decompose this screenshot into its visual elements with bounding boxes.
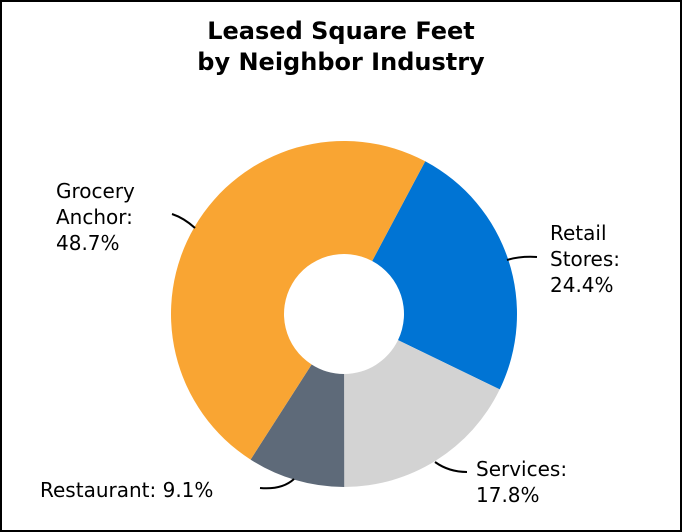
- label-retail-stores: Retail Stores: 24.4%: [550, 220, 620, 298]
- label-services: Services: 17.8%: [476, 456, 567, 508]
- chart-title: Leased Square Feet by Neighbor Industry: [2, 16, 680, 78]
- title-line-1: Leased Square Feet: [207, 17, 475, 45]
- slice-services: [344, 340, 500, 487]
- label-line: Grocery: [56, 179, 135, 203]
- slice-grocery-anchor: [170, 140, 426, 460]
- label-line: Services:: [476, 457, 568, 481]
- label-line: Stores:: [550, 247, 621, 271]
- label-line: 17.8%: [476, 483, 540, 507]
- title-line-2: by Neighbor Industry: [197, 48, 485, 76]
- label-line: 48.7%: [56, 231, 120, 255]
- leader-services-line: [434, 461, 468, 473]
- slice-restaurant: [250, 364, 345, 487]
- leader-retail-line: [506, 255, 538, 261]
- leader-grocery-line: [171, 213, 196, 229]
- label-restaurant: Restaurant: 9.1%: [40, 477, 213, 503]
- label-line: 24.4%: [550, 273, 614, 297]
- label-line: Anchor:: [56, 205, 133, 229]
- leader-restaurant-line: [259, 478, 295, 490]
- label-grocery-anchor: Grocery Anchor: 48.7%: [56, 178, 135, 256]
- slice-retail-stores: [372, 161, 517, 390]
- label-line: Retail: [550, 221, 607, 245]
- label-line: Restaurant: 9.1%: [40, 478, 214, 502]
